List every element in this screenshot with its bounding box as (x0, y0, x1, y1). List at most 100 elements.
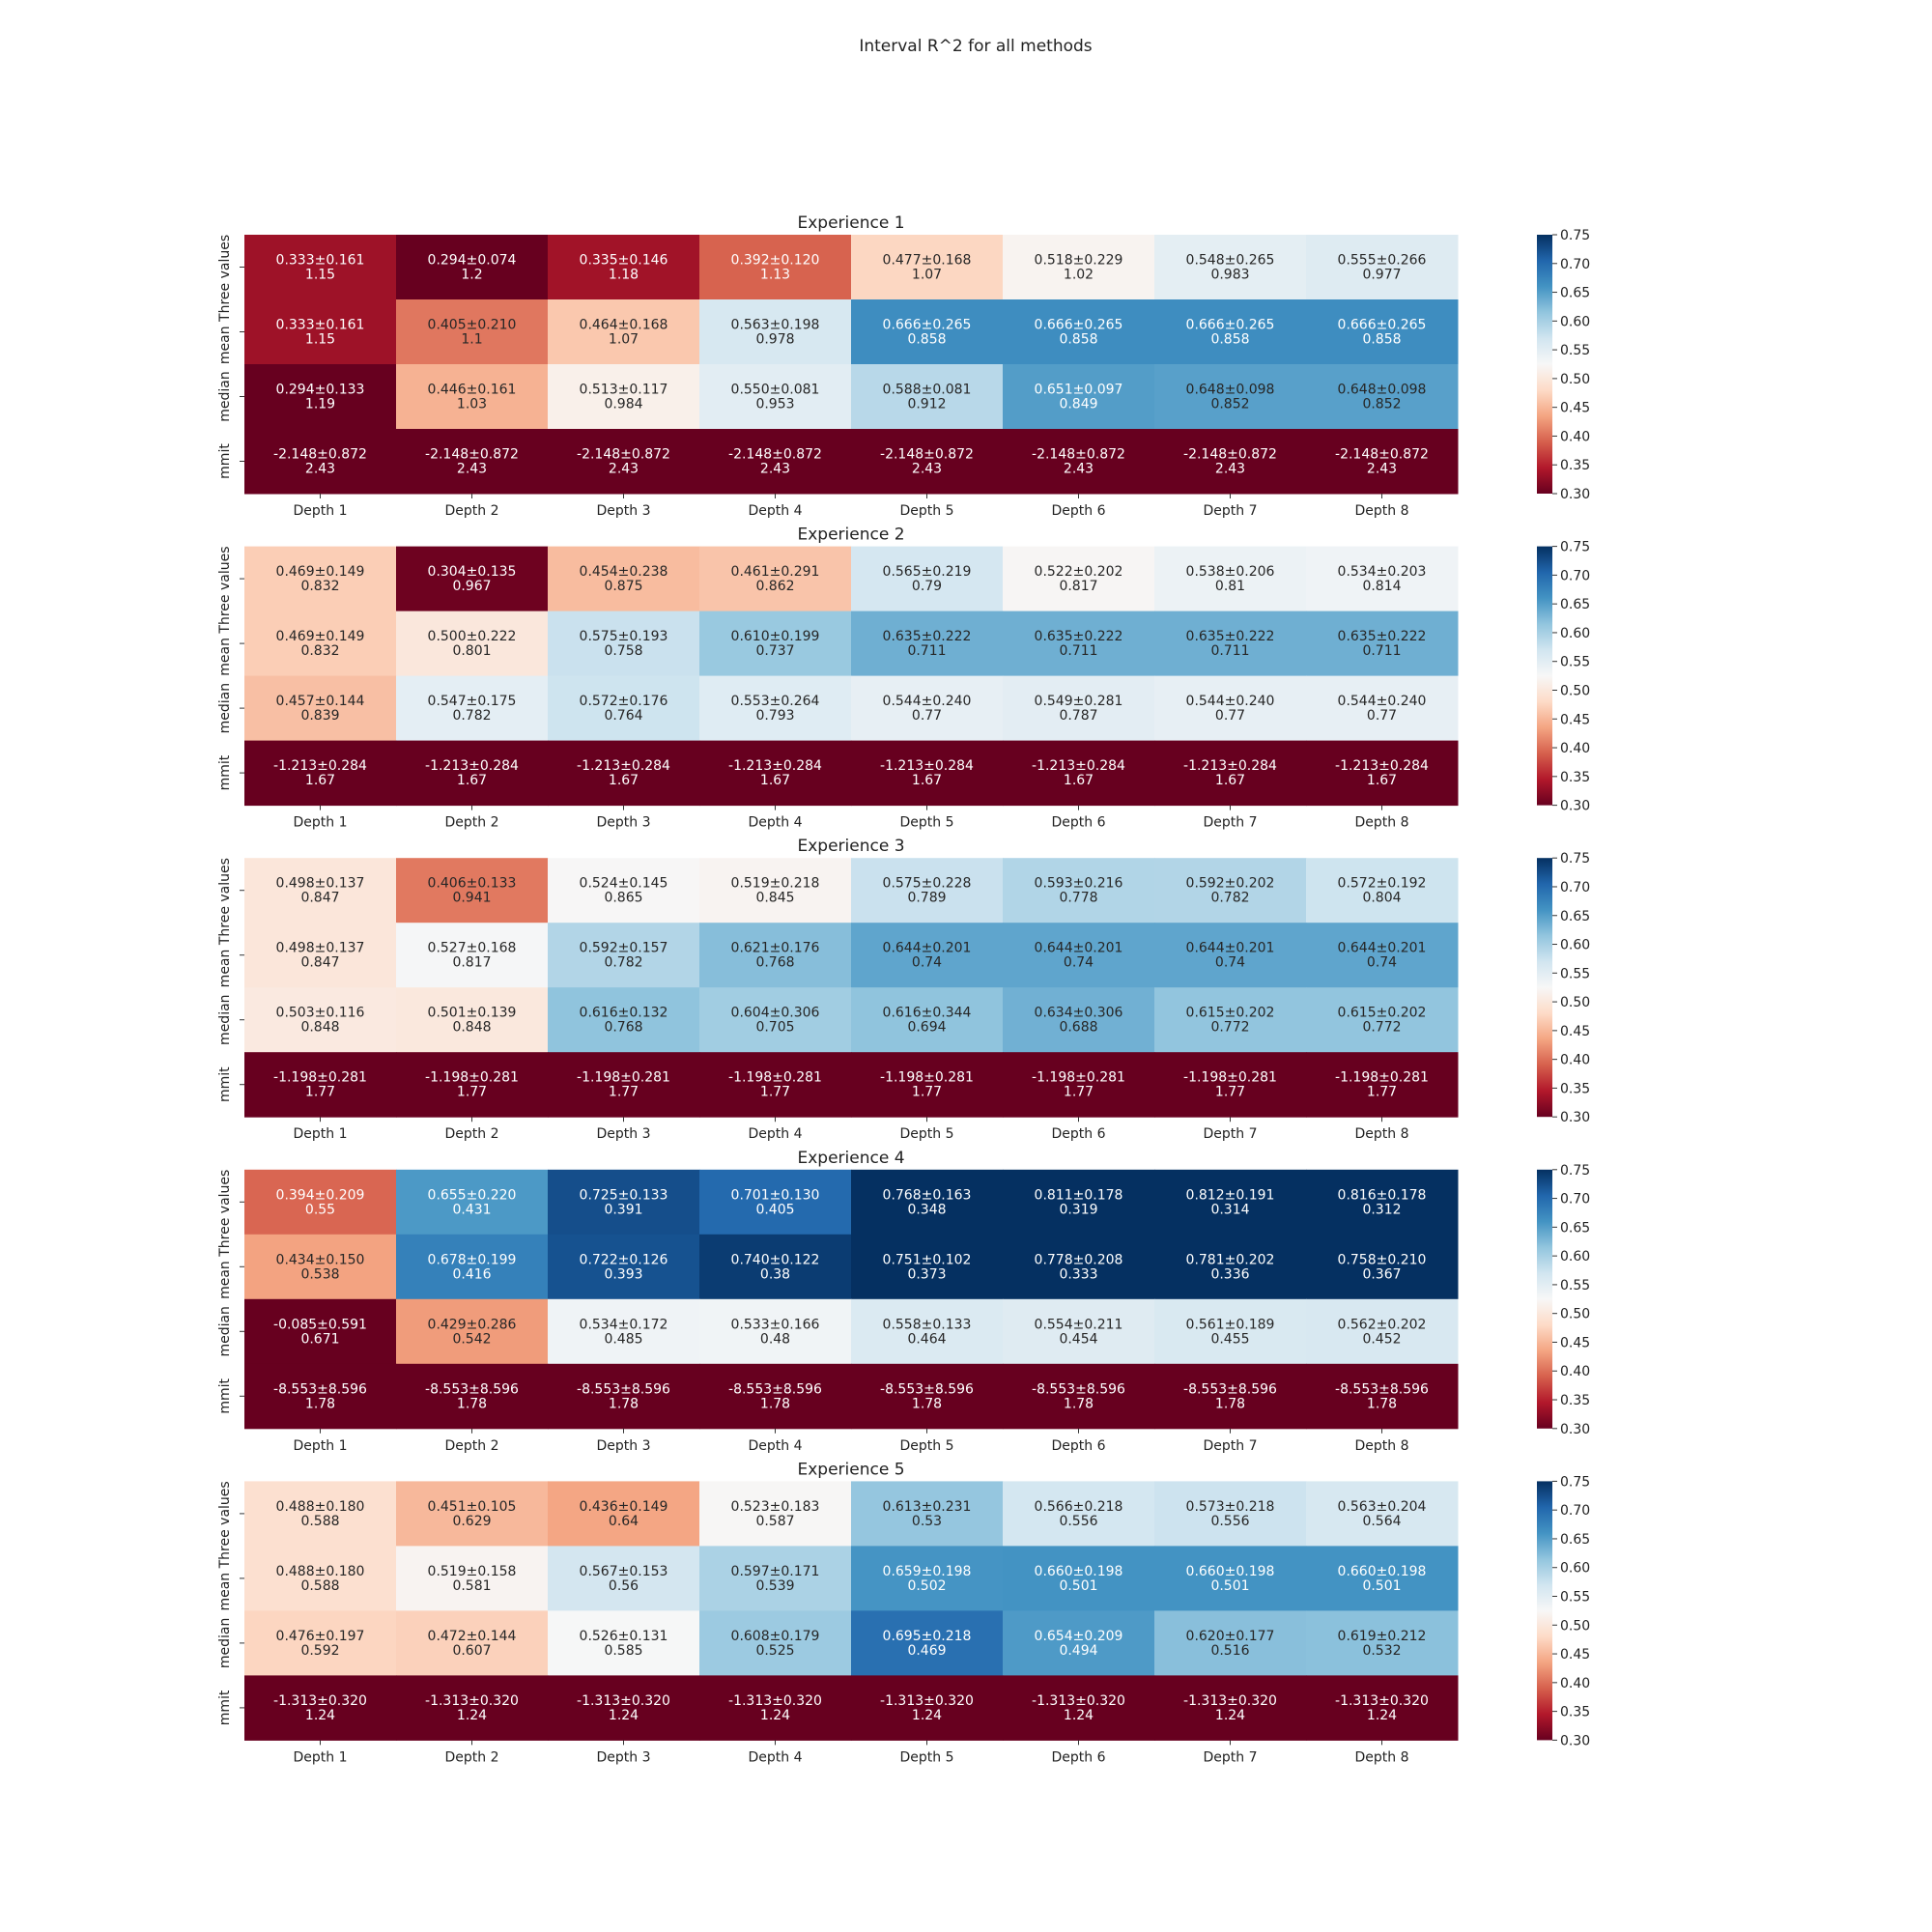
cell-sub-label: 0.77 (912, 708, 942, 724)
cell-sub-label: 0.592 (300, 1643, 339, 1659)
cell-value-label: 0.522±0.202 (1035, 564, 1123, 580)
colorbar-gradient (1537, 235, 1552, 494)
cell-sub-label: 0.711 (907, 643, 946, 659)
cell-value-label: -8.553±8.596 (577, 1381, 670, 1397)
colorbar-tick-label: 0.60 (1560, 626, 1590, 641)
cell-sub-label: 0.501 (1362, 1578, 1401, 1594)
cell-sub-label: 2.43 (1215, 462, 1245, 477)
cell-sub-label: 0.74 (1215, 955, 1245, 971)
panel-title: Experience 3 (797, 837, 904, 856)
colorbar-gradient (1537, 1169, 1552, 1429)
colorbar-tick-label: 0.65 (1560, 909, 1590, 924)
cell-value-label: 0.526±0.131 (580, 1629, 668, 1644)
cell-sub-label: 0.705 (755, 1020, 794, 1036)
colorbar-tick-label: 0.50 (1560, 995, 1590, 1010)
cell-sub-label: 0.55 (305, 1202, 335, 1217)
cell-value-label: 0.461±0.291 (731, 564, 820, 580)
cell-value-label: 0.644±0.201 (1186, 941, 1275, 956)
heatmap-cell-rect (1003, 1298, 1155, 1365)
cell-value-label: -8.553±8.596 (1335, 1381, 1429, 1397)
cell-sub-label: 0.694 (907, 1020, 946, 1036)
cell-sub-label: 0.984 (604, 397, 642, 412)
colorbar-tick-label: 0.35 (1560, 458, 1590, 473)
cell-sub-label: 1.78 (1215, 1396, 1245, 1411)
cell-value-label: 0.503±0.116 (276, 1006, 365, 1021)
cell-value-label: 0.566±0.218 (1035, 1499, 1123, 1515)
column-label: Depth 6 (1052, 815, 1106, 831)
column-label: Depth 2 (445, 1126, 499, 1142)
colorbar-tick-label: 0.60 (1560, 1249, 1590, 1264)
heatmap-cell-rect (1003, 675, 1155, 742)
heatmap-cell-rect (548, 611, 700, 677)
cell-sub-label: 0.832 (300, 643, 339, 659)
cell-sub-label: 2.43 (305, 462, 335, 477)
column-label: Depth 1 (294, 1438, 348, 1454)
cell-value-label: 0.392±0.120 (731, 253, 820, 269)
cell-sub-label: 2.43 (912, 462, 942, 477)
row-label: mmit (217, 754, 233, 790)
cell-sub-label: 0.348 (907, 1202, 946, 1217)
heatmap-cell-rect (396, 546, 549, 612)
heatmap-cell-rect (1003, 740, 1155, 807)
heatmap-cell-rect (548, 1169, 700, 1236)
cell-sub-label: 0.431 (452, 1202, 491, 1217)
colorbar-tick-label: 0.45 (1560, 1647, 1590, 1662)
cell-value-label: 0.678±0.199 (428, 1252, 517, 1267)
cell-value-label: 0.654±0.209 (1035, 1629, 1123, 1644)
cell-value-label: -2.148±0.872 (1183, 447, 1277, 463)
cell-sub-label: 0.801 (452, 643, 491, 659)
cell-sub-label: 0.464 (907, 1331, 946, 1347)
column-label: Depth 4 (749, 1749, 803, 1765)
figure-title: Interval R^2 for all methods (859, 37, 1092, 56)
heatmap-cell-rect (851, 235, 1004, 300)
cell-value-label: 0.333±0.161 (276, 253, 365, 269)
heatmap-cell-rect (244, 987, 397, 1053)
cell-sub-label: 0.454 (1059, 1331, 1097, 1347)
cell-sub-label: 1.77 (912, 1085, 942, 1100)
cell-value-label: 0.533±0.166 (731, 1317, 820, 1332)
colorbar-tick-label: 0.50 (1560, 1307, 1590, 1322)
row-label: median (217, 1618, 233, 1668)
cell-value-label: -8.553±8.596 (728, 1381, 822, 1397)
heatmap-cell-rect (699, 364, 852, 430)
heatmap-cell-rect (699, 923, 852, 988)
cell-sub-label: 0.862 (755, 579, 794, 594)
cell-sub-label: 1.67 (609, 773, 639, 788)
cell-value-label: 0.534±0.172 (580, 1317, 668, 1332)
colorbar-tick-label: 0.75 (1560, 1474, 1590, 1490)
heatmap-cell-rect (244, 611, 397, 677)
heatmap-cell-rect (396, 740, 549, 807)
colorbar-tick-label: 0.75 (1560, 540, 1590, 555)
heatmap-cell-rect (244, 858, 397, 923)
cell-sub-label: 1.19 (305, 397, 335, 412)
heatmap-cell-rect (1154, 1610, 1307, 1676)
panel-experience-3: Experience 30.498±0.1370.8470.406±0.1330… (217, 837, 1590, 1142)
column-label: Depth 8 (1355, 815, 1409, 831)
column-label: Depth 6 (1052, 503, 1106, 519)
cell-value-label: -2.148±0.872 (577, 447, 670, 463)
column-label: Depth 7 (1204, 503, 1258, 519)
colorbar-tick-label: 0.70 (1560, 1503, 1590, 1519)
heatmap-cell-rect (851, 1610, 1004, 1676)
heatmap-cell-rect (396, 923, 549, 988)
panel-experience-4: Experience 40.394±0.2090.550.655±0.2200.… (217, 1149, 1590, 1454)
heatmap-cell-rect (1154, 1298, 1307, 1365)
